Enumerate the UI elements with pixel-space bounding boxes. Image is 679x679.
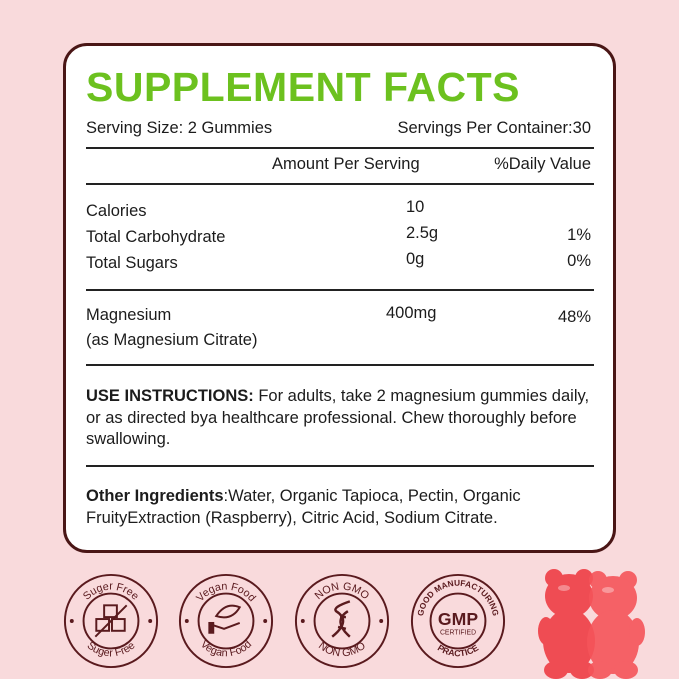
ingredients-text: :Water, Organic Tapioca, Pectin, Organic… <box>86 487 521 527</box>
vegan-food-badge: Vegan Food Vegan Food <box>178 573 274 669</box>
ingredients-label: Other Ingredients <box>86 487 224 505</box>
use-instructions: USE INSTRUCTIONS: For adults, take 2 mag… <box>86 386 598 451</box>
instructions-text: For adults, take 2 magnesium gummies dai… <box>86 387 590 448</box>
gummy-bears-image <box>538 569 645 679</box>
header-daily-value: %Daily Value <box>494 155 591 173</box>
magnesium-name: Magnesium <box>86 306 172 324</box>
gmp-text: GMP <box>438 609 478 629</box>
divider <box>86 364 594 366</box>
leaf-hand-icon <box>208 604 242 634</box>
dna-icon <box>331 600 351 638</box>
divider <box>86 147 594 149</box>
sugar-free-badge: Suger Free Suger Free <box>63 573 159 669</box>
magnesium-daily: 48% <box>557 308 591 326</box>
non-gmo-badge: NON GMO NON GMO <box>294 573 390 669</box>
row-amount: 10 <box>406 198 425 216</box>
svg-text:NON GMO: NON GMO <box>313 580 372 602</box>
svg-text:NON GMO: NON GMO <box>316 640 368 660</box>
divider <box>86 289 594 291</box>
supplement-facts-panel: SUPPLEMENT FACTS Serving Size: 2 Gummies… <box>63 43 616 553</box>
badge-bottom-text: Suger Free <box>85 639 138 659</box>
other-ingredients: Other Ingredients:Water, Organic Tapioca… <box>86 486 598 529</box>
row-daily: 0% <box>567 252 591 270</box>
svg-text:Suger Free: Suger Free <box>85 639 138 659</box>
row-amount: 2.5g <box>406 224 439 242</box>
row-name: Calories <box>86 202 147 220</box>
badge-top-text: Suger Free <box>81 581 141 603</box>
magnesium-sub: (as Magnesium Citrate) <box>86 331 258 349</box>
divider <box>86 183 594 185</box>
servings-per-container: Servings Per Container:30 <box>397 119 591 137</box>
sugar-cubes-icon <box>94 604 128 638</box>
svg-text:PRACTICE: PRACTICE <box>436 643 480 659</box>
gmp-certified-badge: GOOD MANUFACTURING PRACTICE GMP CERTIFIE… <box>410 573 506 669</box>
serving-size: Serving Size: 2 Gummies <box>86 119 273 137</box>
row-daily: 1% <box>567 226 591 244</box>
title: SUPPLEMENT FACTS <box>86 64 520 110</box>
instructions-label: USE INSTRUCTIONS: <box>86 387 254 405</box>
divider <box>86 465 594 467</box>
svg-text:Vegan Food: Vegan Food <box>198 638 254 659</box>
svg-text:Vegan Food: Vegan Food <box>194 581 258 605</box>
magnesium-amount: 400mg <box>386 304 437 322</box>
certified-text: CERTIFIED <box>440 630 476 637</box>
header-amount: Amount Per Serving <box>272 155 420 173</box>
svg-text:Suger Free: Suger Free <box>81 581 141 603</box>
row-amount: 0g <box>406 250 425 268</box>
row-name: Total Sugars <box>86 254 178 272</box>
row-name: Total Carbohydrate <box>86 228 226 246</box>
